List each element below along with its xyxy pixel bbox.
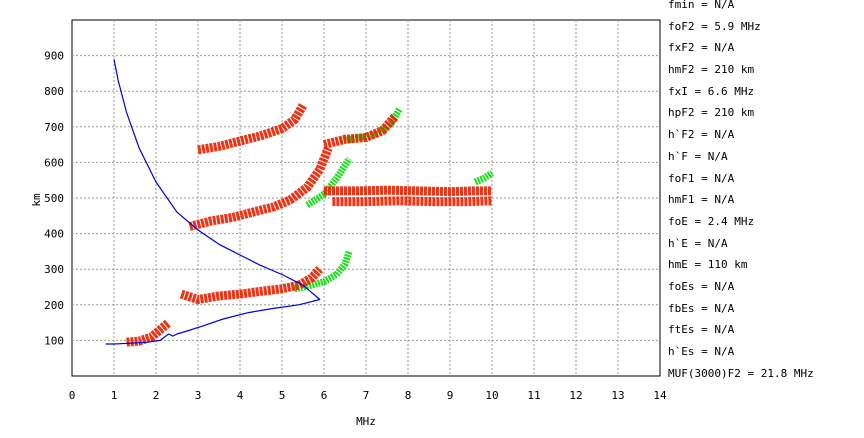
x-tick-label-10: 10	[485, 389, 498, 402]
o-trace-0	[126, 319, 172, 347]
y-tick-label-7: 800	[44, 85, 64, 98]
parameter-row-5: hpF2 = 210 km	[668, 106, 755, 120]
x-tick-label-2: 2	[153, 389, 160, 402]
x-trace-0	[293, 250, 353, 293]
y-tick-label-5: 600	[44, 156, 64, 169]
parameter-row-16: h`Es = N/A	[668, 345, 735, 358]
y-tick-label-0: 100	[44, 334, 64, 347]
x-tick-label-14: 14	[653, 389, 667, 402]
x-tick-labels: 0 1 2 3 4 5 6 7 8 9 10 11 12 13 14	[69, 389, 667, 402]
electron-density-profile	[105, 59, 321, 345]
x-tick-label-13: 13	[611, 389, 624, 402]
o-trace-2	[188, 146, 333, 231]
y-tick-label-4: 500	[44, 192, 64, 205]
y-tick-label-2: 300	[44, 263, 64, 276]
y-tick-label-3: 400	[44, 228, 64, 241]
y-tick-labels: 100 200 300 400 500 600 700 800 900	[44, 50, 64, 348]
parameter-row-14: fbEs = N/A	[668, 301, 735, 315]
ionospheric-parameter-list: fmin = N/A foF2 = 5.9 MHz fxF2 = N/A hmF2 =…	[668, 0, 814, 384]
parameter-row-9: hmF1 = N/A	[668, 193, 735, 207]
parameter-row-15: ftEs = N/A	[668, 323, 735, 337]
y-tick-label-1: 200	[44, 299, 64, 312]
x-tick-label-11: 11	[527, 389, 540, 402]
x-tick-label-4: 4	[237, 389, 244, 402]
parameter-row-7: h`F = N/A	[668, 149, 728, 163]
x-trace-3	[473, 170, 494, 186]
parameter-row-17: MUF(3000)F2 = 21.8 MHz	[668, 366, 814, 380]
parameter-row-10: foE = 2.4 MHz	[668, 214, 755, 228]
echo-traces	[126, 103, 494, 347]
parameter-row-12: hmE = 110 km	[668, 258, 748, 272]
x-tick-label-1: 1	[111, 389, 118, 402]
x-tick-label-9: 9	[447, 389, 454, 402]
x-axis-label: MHz	[356, 415, 376, 428]
parameter-row-1: foF2 = 5.9 MHz	[668, 19, 761, 33]
parameter-row-8: foF1 = N/A	[668, 171, 735, 185]
parameter-row-11: h`E = N/A	[668, 236, 728, 250]
parameter-row-6: h`F2 = N/A	[668, 128, 735, 142]
parameter-row-4: fxI = 6.6 MHz	[668, 84, 755, 98]
x-tick-label-12: 12	[569, 389, 582, 402]
profile-curve	[105, 59, 321, 345]
o-trace-5	[324, 185, 492, 197]
parameter-row-13: foEs = N/A	[668, 279, 735, 293]
y-axis-label: km	[30, 193, 43, 207]
parameter-row-2: fxF2 = N/A	[668, 41, 735, 55]
o-trace-3	[197, 103, 307, 155]
x-tick-label-5: 5	[279, 389, 286, 402]
o-trace-1	[179, 266, 324, 304]
o-trace-6	[332, 196, 493, 207]
x-tick-label-0: 0	[69, 389, 76, 402]
parameter-row-3: hmF2 = 210 km	[668, 63, 755, 77]
x-tick-label-8: 8	[405, 389, 412, 402]
x-tick-label-3: 3	[195, 389, 202, 402]
y-tick-label-8: 900	[44, 50, 64, 63]
y-tick-label-6: 700	[44, 121, 64, 134]
parameter-row-0: fmin = N/A	[668, 0, 735, 11]
x-tick-label-7: 7	[363, 389, 370, 402]
x-tick-label-6: 6	[321, 389, 328, 402]
o-trace-4	[322, 113, 399, 149]
